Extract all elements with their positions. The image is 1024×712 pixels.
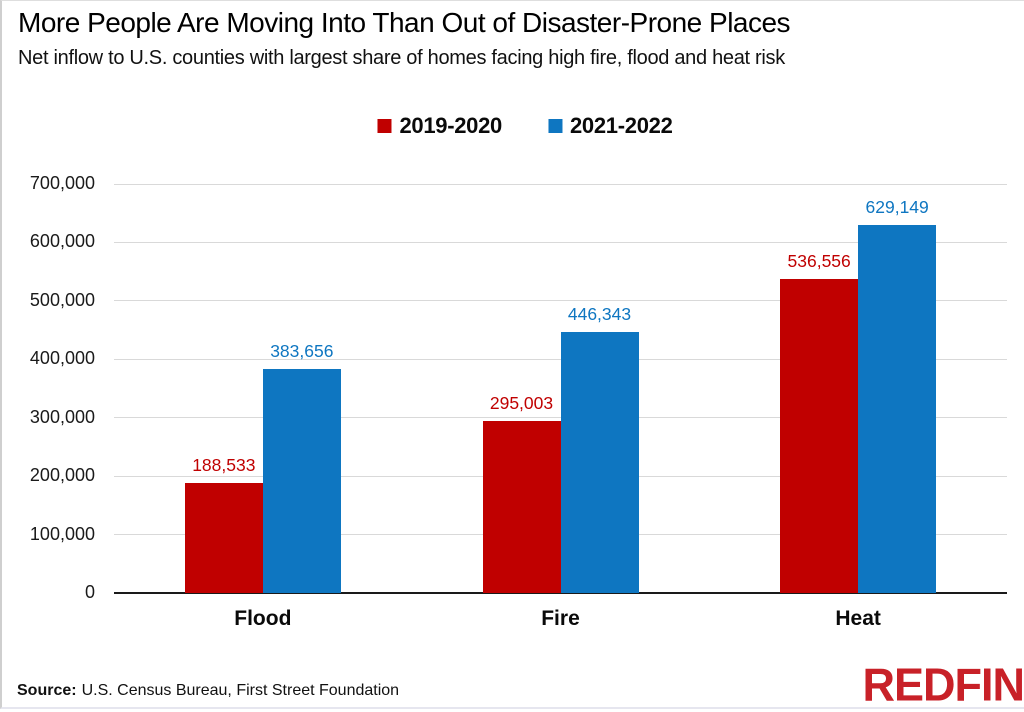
value-label-2021-2022-heat: 629,149 bbox=[817, 197, 977, 218]
bar-2021-2022-flood bbox=[263, 369, 341, 593]
redfin-logo: REDFIN bbox=[863, 658, 1024, 712]
y-axis-tick-label: 700,000 bbox=[2, 173, 95, 194]
y-axis-tick-label: 200,000 bbox=[2, 465, 95, 486]
y-axis-tick-label: 600,000 bbox=[2, 231, 95, 252]
bar-2019-2020-heat bbox=[780, 279, 858, 593]
y-axis-tick-label: 100,000 bbox=[2, 524, 95, 545]
y-gridline-700,000 bbox=[114, 184, 1007, 185]
value-label-2021-2022-fire: 446,343 bbox=[520, 304, 680, 325]
bar-2019-2020-flood bbox=[185, 483, 263, 593]
x-axis-category-label-fire: Fire bbox=[461, 607, 661, 631]
value-label-2021-2022-flood: 383,656 bbox=[222, 341, 382, 362]
x-axis-category-label-flood: Flood bbox=[163, 607, 363, 631]
y-axis-tick-label: 300,000 bbox=[2, 407, 95, 428]
y-axis-tick-label: 0 bbox=[2, 582, 95, 603]
source-text: U.S. Census Bureau, First Street Foundat… bbox=[82, 682, 399, 699]
y-axis-tick-label: 500,000 bbox=[2, 290, 95, 311]
source-note: Source: U.S. Census Bureau, First Street … bbox=[17, 682, 399, 700]
x-axis-category-label-heat: Heat bbox=[758, 607, 958, 631]
bar-2019-2020-fire bbox=[483, 421, 561, 593]
y-axis-tick-label: 400,000 bbox=[2, 348, 95, 369]
bar-2021-2022-heat bbox=[858, 225, 936, 593]
bar-2021-2022-fire bbox=[561, 332, 639, 593]
source-label: Source: bbox=[17, 682, 77, 699]
